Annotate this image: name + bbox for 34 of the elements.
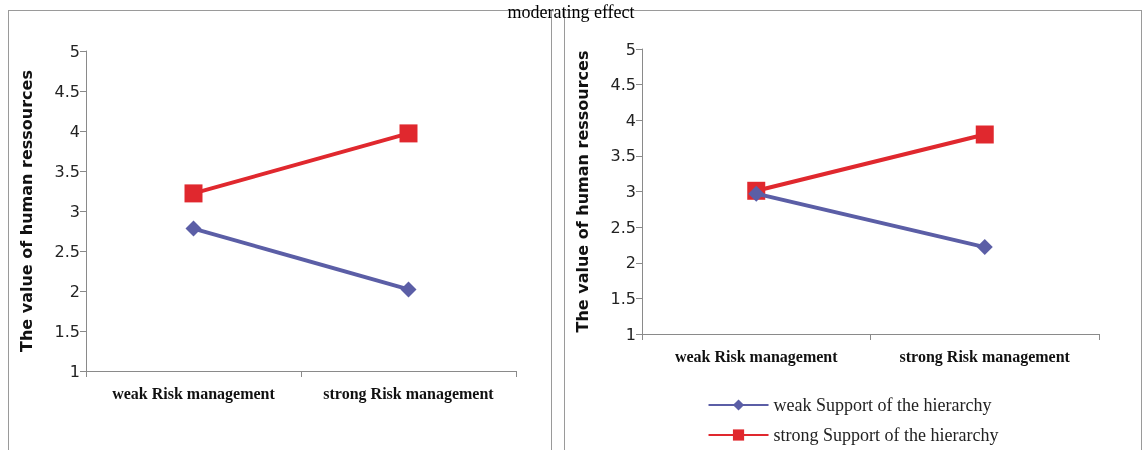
y-tick-label: 3 — [625, 182, 636, 201]
y-tick-label: 1 — [69, 361, 80, 381]
y-tick-label: 3.5 — [54, 161, 80, 181]
y-tick-label: 3.5 — [610, 146, 636, 166]
y-tick-label: 1 — [625, 324, 636, 344]
legend-label: strong Support of the hierarchy — [773, 425, 999, 445]
point — [748, 185, 765, 202]
y-tick-label: 4 — [69, 121, 80, 141]
y-tick-label: 3 — [69, 201, 80, 221]
y-tick-label: 4.5 — [610, 75, 636, 95]
y-tick-label: 2.5 — [610, 217, 636, 237]
y-tick-label: 2 — [69, 281, 80, 301]
y-tick-label: 1.5 — [610, 288, 636, 308]
point — [185, 220, 202, 237]
point — [975, 125, 994, 144]
y-axis-title: The value of human ressources — [572, 50, 592, 333]
point — [976, 239, 993, 256]
point — [399, 124, 418, 143]
y-tick-label: 2.5 — [54, 241, 80, 261]
text: moderating effect — [506, 2, 636, 23]
point — [400, 281, 417, 298]
x-tick-label: weak Risk management — [112, 384, 276, 403]
x-tick-label: strong Risk management — [323, 384, 495, 403]
point — [184, 184, 203, 203]
y-tick-label: 1.5 — [54, 321, 80, 341]
x-tick-label: strong Risk management — [899, 347, 1071, 366]
y-tick-label: 4.5 — [54, 81, 80, 101]
y-tick-label: 5 — [69, 41, 80, 61]
y-axis-title: The value of human ressources — [16, 70, 36, 352]
y-tick-label: 2 — [625, 253, 636, 273]
y-tick-label: 4 — [625, 110, 636, 130]
y-tick-label: 5 — [625, 39, 636, 59]
legend-label: weak Support of the hierarchy — [773, 395, 992, 415]
x-tick-label: weak Risk management — [674, 347, 839, 366]
